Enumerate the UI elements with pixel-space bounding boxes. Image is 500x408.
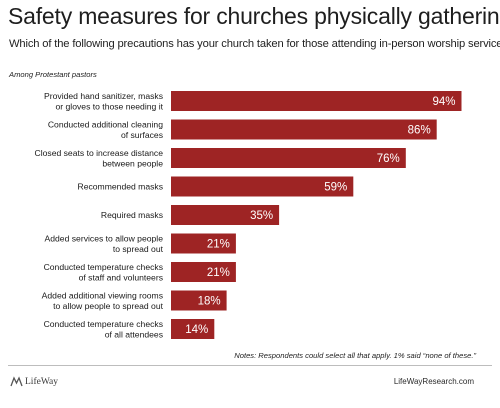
category-label-5: Required masks (101, 210, 163, 220)
category-label-1: Provided hand sanitizer, masks or gloves … (44, 91, 164, 112)
bar-9 (171, 319, 215, 339)
bar-7 (171, 262, 236, 282)
bar-3 (171, 148, 406, 168)
value-label-7: 21% (207, 267, 230, 279)
chart-notes: Notes: Respondents could select all that… (234, 351, 476, 360)
category-label-4: Recommended masks (78, 182, 164, 192)
value-label-1: 94% (432, 96, 455, 108)
category-label-8: Added additional viewing rooms to allow p… (42, 290, 164, 311)
lifeway-logo-text: LifeWay (25, 376, 58, 387)
value-label-8: 18% (198, 296, 221, 308)
bar-1 (171, 91, 462, 111)
population-note: Among Protestant pastors (9, 70, 97, 79)
value-label-3: 76% (377, 153, 400, 165)
bar-5 (171, 205, 280, 225)
value-label-5: 35% (250, 210, 273, 222)
chart-subtitle: Which of the following precautions has y… (9, 38, 500, 50)
bar-2 (171, 119, 437, 140)
bar-4 (171, 176, 354, 197)
value-label-6: 21% (207, 239, 230, 251)
bar-6 (171, 233, 236, 254)
value-label-4: 59% (324, 182, 347, 194)
category-label-3: Closed seats to increase distance between… (35, 148, 164, 169)
value-label-9: 14% (185, 324, 208, 336)
lifeway-logo: LifeWay (10, 376, 58, 387)
category-label-2: Conducted additional cleaning of surfaces (48, 119, 163, 140)
category-label-7: Conducted temperature checks of staff and… (44, 262, 163, 283)
bar-chart: 94% Provided hand sanitizer, masks or glov… (35, 91, 462, 340)
value-label-2: 86% (408, 125, 431, 137)
category-label-6: Added services to allow people to spread … (45, 233, 164, 254)
footer-divider (8, 365, 492, 366)
website-link[interactable]: LifeWayResearch.com (393, 377, 474, 386)
category-label-9: Conducted temperature checks of all atten… (44, 319, 163, 340)
bar-8 (171, 290, 227, 311)
chart-title: Safety measures for churches physically … (8, 3, 500, 29)
lifeway-logo-icon (10, 376, 23, 387)
